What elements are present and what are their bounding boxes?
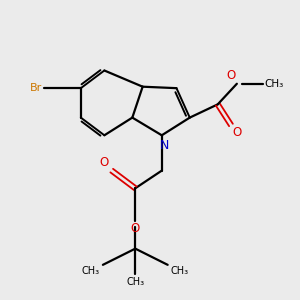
Text: O: O <box>232 126 242 140</box>
Text: CH₃: CH₃ <box>171 266 189 276</box>
Text: Br: Br <box>30 83 43 93</box>
Text: CH₃: CH₃ <box>82 266 100 276</box>
Text: CH₃: CH₃ <box>265 79 284 89</box>
Text: N: N <box>159 139 169 152</box>
Text: CH₃: CH₃ <box>126 277 144 286</box>
Text: O: O <box>226 69 236 82</box>
Text: O: O <box>100 156 109 169</box>
Text: O: O <box>131 222 140 235</box>
